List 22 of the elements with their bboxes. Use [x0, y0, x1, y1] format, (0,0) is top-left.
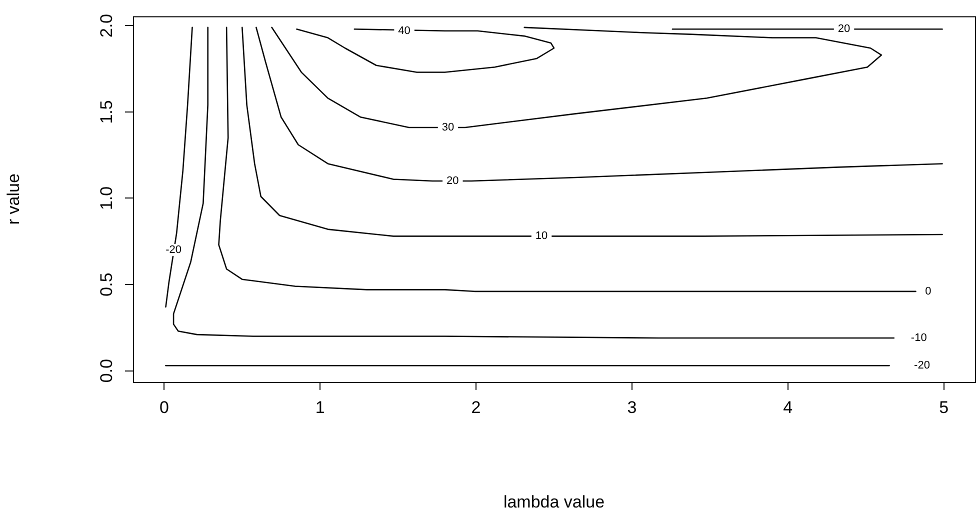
- annotation: 30: [442, 122, 454, 134]
- y-tick-label: 0.5: [96, 272, 116, 296]
- annotation: 10: [535, 230, 548, 242]
- x-tick-label: 4: [783, 398, 793, 417]
- annotation: 40: [398, 24, 410, 37]
- x-tick-label: 2: [471, 398, 481, 417]
- annotation: 0: [925, 285, 932, 298]
- annotation: 20: [838, 23, 850, 36]
- annotation: -10: [910, 332, 927, 344]
- y-tick-label: 1.5: [96, 100, 116, 124]
- y-axis-title: r value: [4, 174, 23, 225]
- x-tick-label: 0: [159, 398, 169, 417]
- annotation: -20: [166, 244, 182, 256]
- x-tick-label: 1: [315, 398, 325, 417]
- y-tick-label: 1.0: [96, 186, 116, 210]
- x-tick-label: 3: [627, 398, 637, 417]
- x-axis-title: lambda value: [503, 492, 605, 512]
- x-tick-label: 5: [939, 398, 949, 417]
- annotation: -20: [914, 360, 930, 372]
- y-tick-label: 0.0: [96, 358, 116, 383]
- annotation: 20: [446, 175, 459, 188]
- y-tick-label: 2.0: [96, 14, 116, 38]
